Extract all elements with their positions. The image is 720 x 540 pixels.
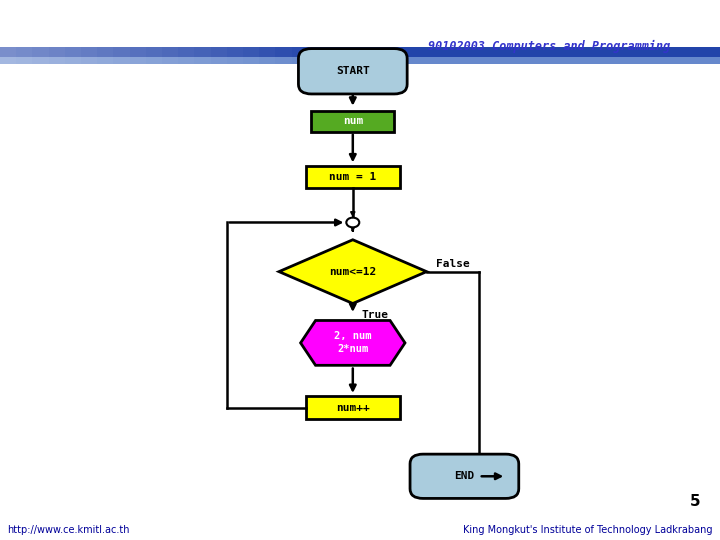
Text: num: num	[343, 117, 363, 126]
Text: num++: num++	[336, 403, 369, 413]
Polygon shape	[279, 240, 426, 303]
Text: True: True	[361, 310, 389, 321]
Bar	[311, 111, 395, 132]
Text: 90102003 Computers and Programming: 90102003 Computers and Programming	[428, 40, 670, 53]
Bar	[130, 47, 145, 64]
Text: num = 1: num = 1	[329, 172, 377, 182]
Bar	[194, 47, 211, 64]
Bar	[292, 47, 308, 64]
Text: http://www.ce.kmitl.ac.th: http://www.ce.kmitl.ac.th	[7, 525, 130, 535]
FancyBboxPatch shape	[410, 454, 518, 498]
Bar	[145, 47, 162, 64]
Bar	[306, 396, 400, 419]
FancyBboxPatch shape	[299, 49, 408, 94]
Bar	[308, 47, 324, 64]
Bar	[0, 47, 720, 57]
Text: 5: 5	[690, 494, 700, 509]
Polygon shape	[301, 321, 405, 365]
Bar	[49, 47, 65, 64]
Bar	[243, 47, 259, 64]
Text: START: START	[336, 66, 369, 76]
Bar	[162, 47, 179, 64]
Bar	[306, 166, 400, 188]
Text: 2, num
2*num: 2, num 2*num	[334, 332, 372, 354]
Bar	[65, 47, 81, 64]
Bar	[0, 57, 720, 64]
Text: END: END	[454, 471, 474, 481]
Bar	[275, 47, 292, 64]
Bar	[0, 47, 17, 64]
Bar	[114, 47, 130, 64]
Text: False: False	[436, 259, 469, 268]
Bar	[179, 47, 194, 64]
Circle shape	[346, 218, 359, 227]
Text: King Mongkut's Institute of Technology Ladkrabang: King Mongkut's Institute of Technology L…	[463, 525, 713, 535]
Bar	[227, 47, 243, 64]
Bar	[211, 47, 227, 64]
Bar	[81, 47, 97, 64]
Bar	[259, 47, 276, 64]
Text: num<=12: num<=12	[329, 267, 377, 276]
Bar	[32, 47, 49, 64]
Bar	[97, 47, 114, 64]
Bar	[17, 47, 32, 64]
